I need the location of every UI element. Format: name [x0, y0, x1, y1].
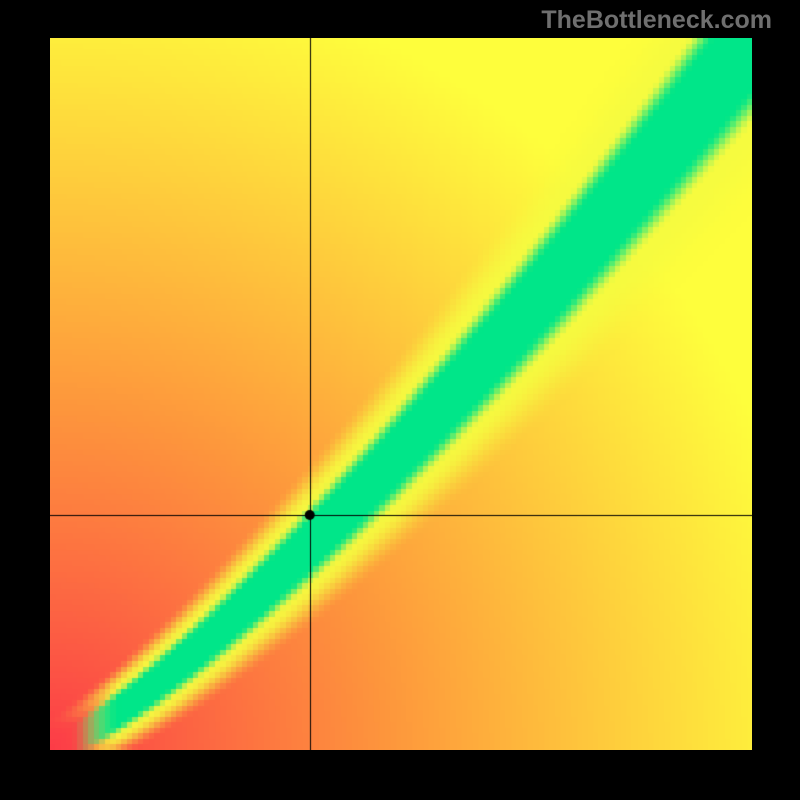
watermark-text: TheBottleneck.com [541, 6, 772, 35]
bottleneck-heatmap [50, 38, 752, 750]
